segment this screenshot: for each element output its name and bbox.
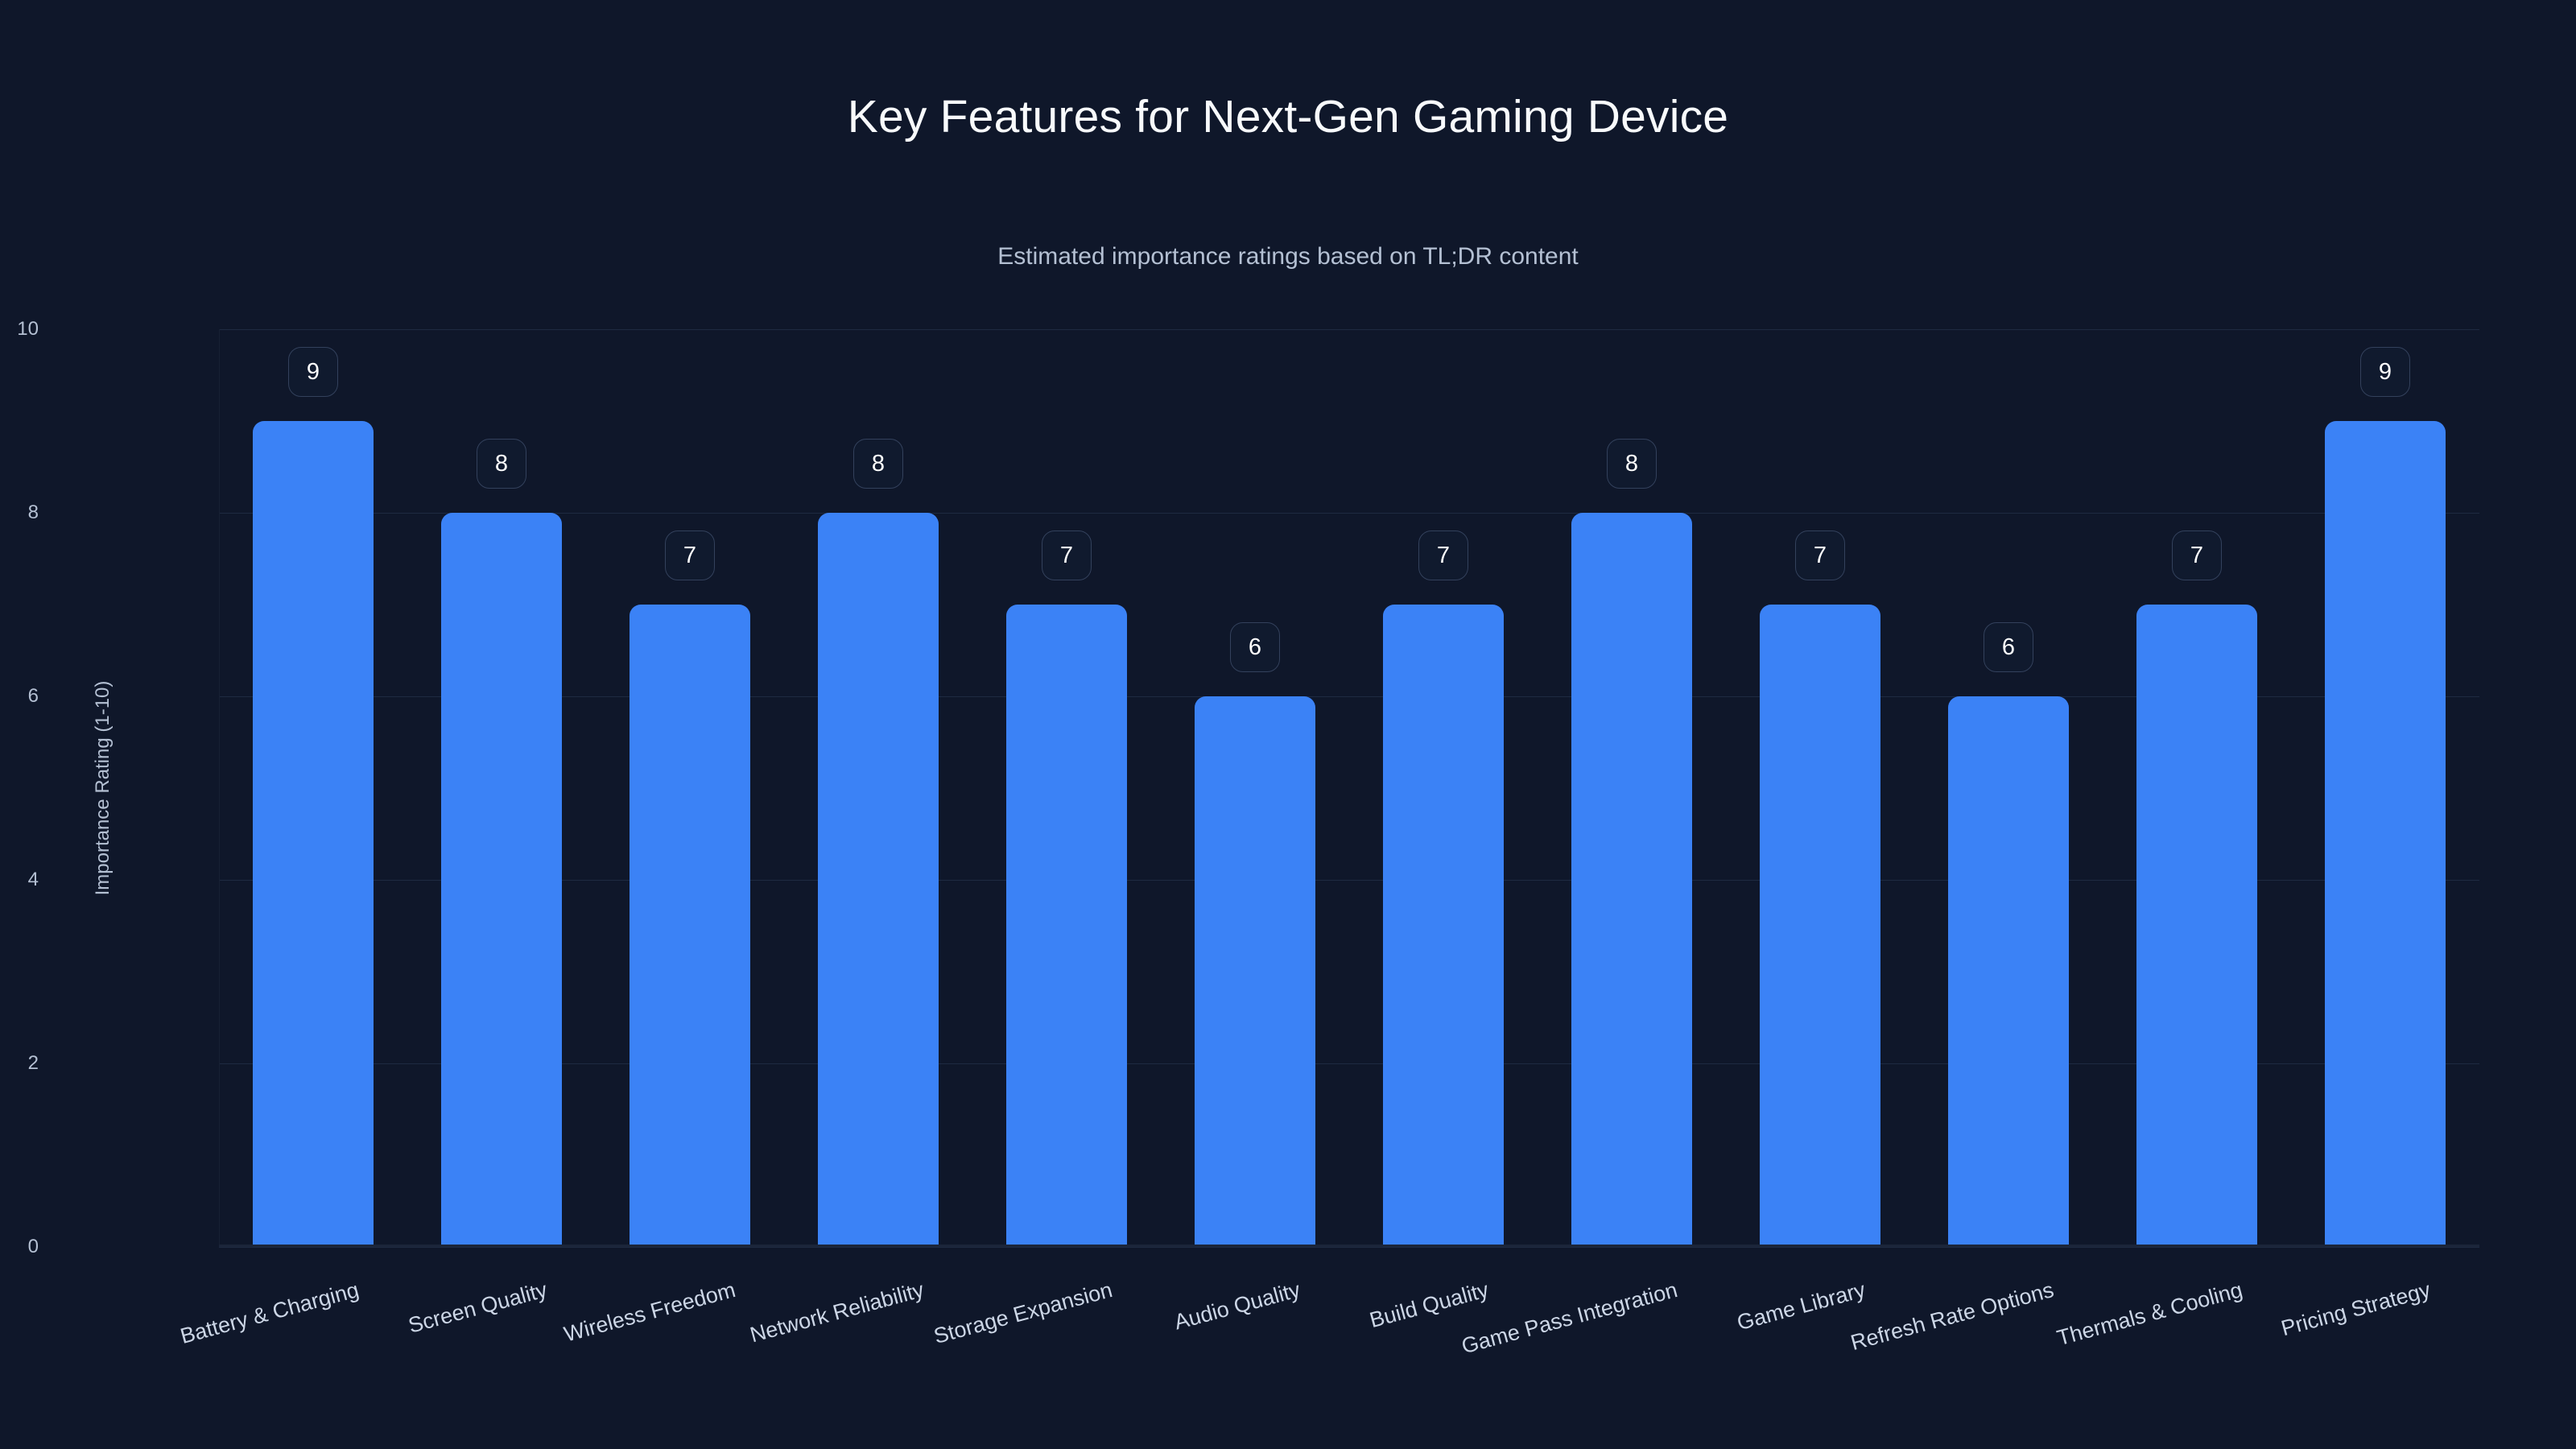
x-axis-tick-label: Pricing Strategy <box>2278 1278 2434 1341</box>
x-axis-tick-label: Storage Expansion <box>931 1278 1115 1349</box>
x-axis-tick-label: Audio Quality <box>1171 1278 1303 1335</box>
bar-value-label: 7 <box>1795 530 1845 580</box>
bar[interactable] <box>441 513 562 1247</box>
gridline <box>219 1063 2479 1064</box>
bar-value-label: 7 <box>1042 530 1092 580</box>
bar[interactable] <box>1195 696 1315 1247</box>
x-axis-tick-label: Game Library <box>1734 1278 1868 1335</box>
bar[interactable] <box>1948 696 2069 1247</box>
gridline <box>219 513 2479 514</box>
bar[interactable] <box>630 605 750 1247</box>
gridline <box>219 329 2479 330</box>
y-axis-tick-label: 10 <box>17 318 39 340</box>
bar-value-label: 8 <box>1607 439 1657 489</box>
bar[interactable] <box>1760 605 1880 1247</box>
gridline <box>219 1247 2479 1248</box>
x-axis-tick-label: Battery & Charging <box>177 1278 361 1349</box>
bar-value-label: 7 <box>1418 530 1468 580</box>
y-axis-tick-label: 2 <box>27 1052 39 1074</box>
bar[interactable] <box>253 421 374 1247</box>
y-axis-title: Importance Rating (1-10) <box>92 680 114 896</box>
bar-value-label: 6 <box>1230 622 1280 672</box>
chart-title: Key Features for Next-Gen Gaming Device <box>847 91 1729 142</box>
y-axis-line <box>219 329 220 1247</box>
y-axis-tick-label: 0 <box>27 1236 39 1257</box>
x-axis-tick-label: Screen Quality <box>406 1278 550 1338</box>
bar[interactable] <box>1571 513 1692 1247</box>
gridline <box>219 696 2479 697</box>
bar-value-label: 9 <box>288 347 338 397</box>
chart-subtitle: Estimated importance ratings based on TL… <box>997 243 1579 270</box>
bar[interactable] <box>2136 605 2257 1247</box>
x-axis-tick-label: Wireless Freedom <box>561 1278 738 1347</box>
x-axis-tick-label: Thermals & Cooling <box>2054 1278 2245 1351</box>
y-axis-tick-label: 4 <box>27 869 39 890</box>
x-axis-tick-label: Build Quality <box>1367 1278 1492 1333</box>
gridline <box>219 880 2479 881</box>
bar-value-label: 8 <box>853 439 903 489</box>
bar-value-label: 7 <box>2172 530 2222 580</box>
x-axis-tick-label: Network Reliability <box>747 1278 927 1348</box>
bar[interactable] <box>2325 421 2446 1247</box>
bar-value-label: 7 <box>665 530 715 580</box>
plot-area: 9 8 7 8 7 6 7 8 7 6 7 9 <box>219 329 2479 1248</box>
bar[interactable] <box>818 513 939 1247</box>
y-axis-tick-label: 8 <box>27 502 39 523</box>
x-axis-tick-label: Refresh Rate Options <box>1847 1278 2057 1356</box>
y-axis-tick-label: 6 <box>27 685 39 707</box>
bar-value-label: 9 <box>2360 347 2410 397</box>
x-axis-tick-label: Game Pass Integration <box>1459 1278 1680 1359</box>
bar[interactable] <box>1006 605 1127 1247</box>
bar-value-label: 8 <box>477 439 526 489</box>
bar-value-label: 6 <box>1984 622 2033 672</box>
x-axis-line <box>219 1245 2479 1247</box>
bar[interactable] <box>1383 605 1504 1247</box>
